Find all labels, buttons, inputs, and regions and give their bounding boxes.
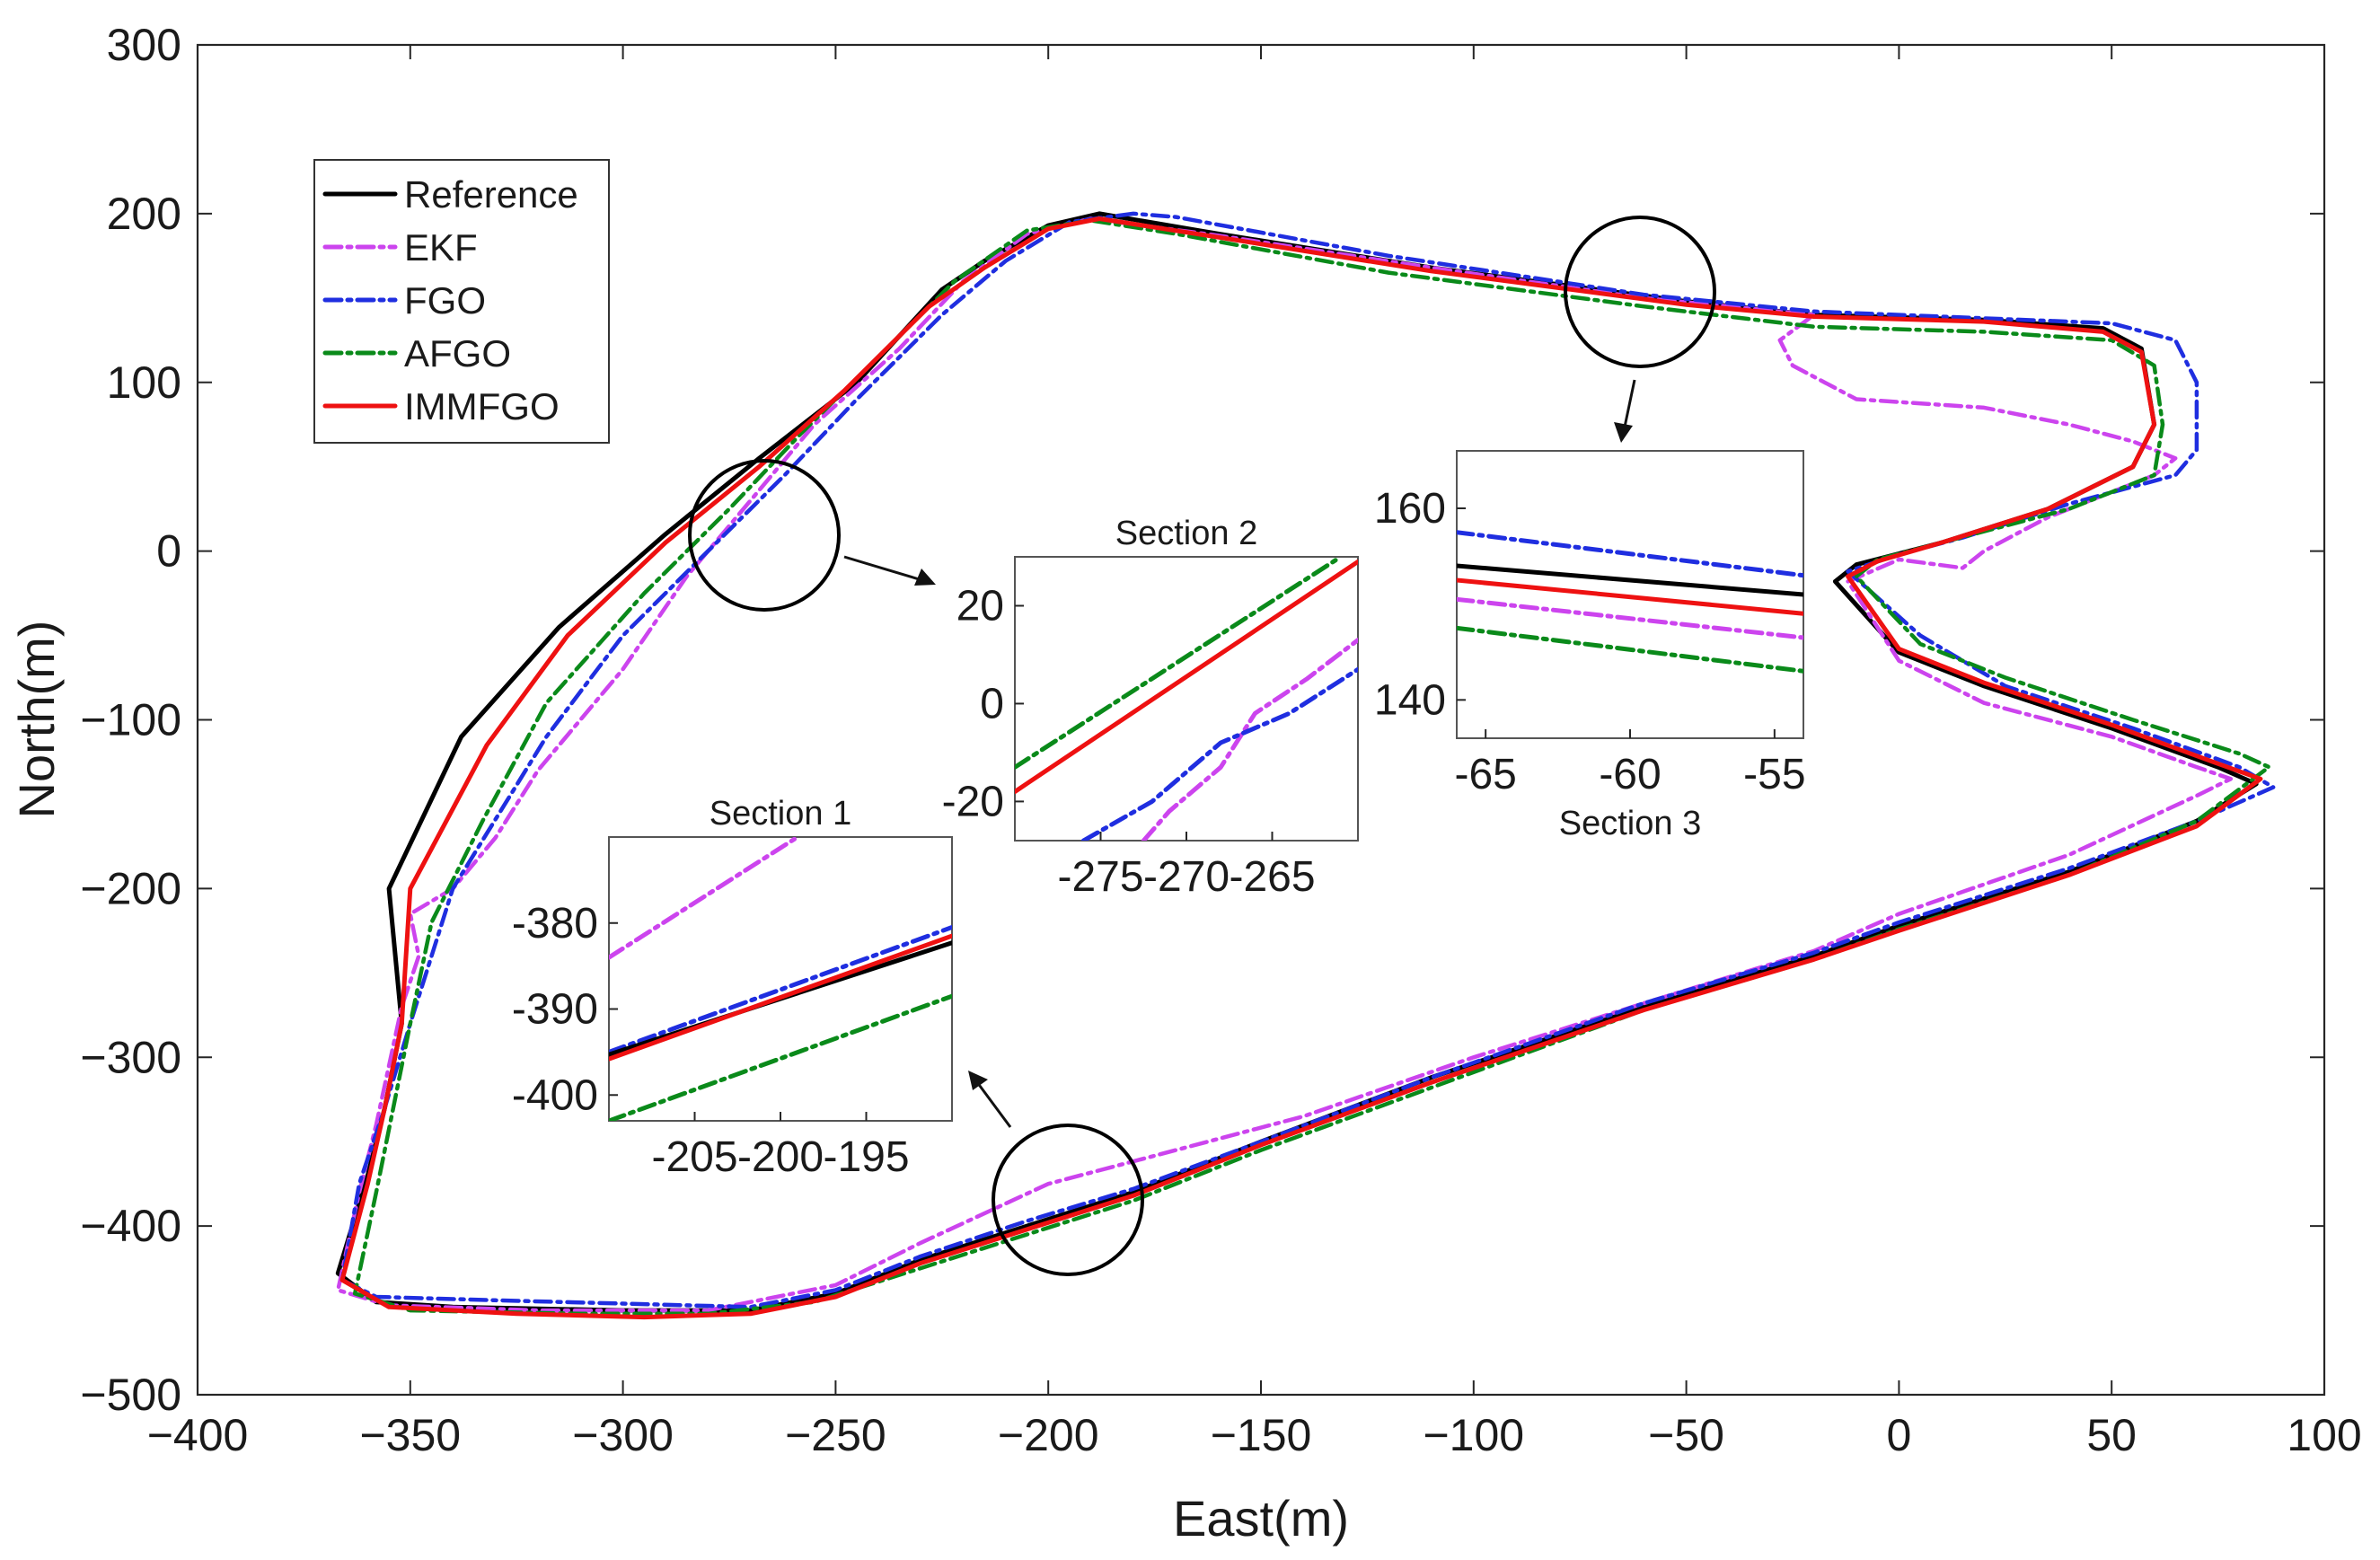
y-tick-label: −500 <box>80 1370 181 1420</box>
inset-x-tick-label: -55 <box>1743 751 1805 798</box>
inset-x-tick-label: -195 <box>823 1133 909 1181</box>
x-tick-label: −150 <box>1211 1410 1312 1460</box>
inset-x-tick-label: -270 <box>1143 853 1230 901</box>
y-tick-label: 100 <box>107 357 181 408</box>
y-tick-label: 0 <box>156 526 181 577</box>
inset-line-afgo <box>609 993 952 1121</box>
y-tick-label: −400 <box>80 1201 181 1251</box>
x-tick-label: −50 <box>1648 1410 1724 1460</box>
x-tick-label: −300 <box>572 1410 674 1460</box>
inset-line-immfgo <box>1015 559 1358 794</box>
inset-x-tick-label: -60 <box>1599 751 1661 798</box>
inset-series <box>609 837 952 1121</box>
inset-y-tick-label: 140 <box>1374 676 1446 724</box>
inset-y-tick-label: 0 <box>980 680 1004 727</box>
x-tick-label: −200 <box>998 1410 1099 1460</box>
inset-line-immfgo <box>609 933 952 1062</box>
inset-title: Section 3 <box>1559 805 1701 842</box>
inset-line-afgo <box>1457 625 1803 674</box>
callouts <box>688 216 1716 1276</box>
y-axis-label: North(m) <box>8 621 65 819</box>
inset-x-tick-label: -265 <box>1229 853 1315 901</box>
x-axis-ticks: −400 −350 −300 −250 −200 −150 −100 −50 0 50 100 <box>147 45 2362 1460</box>
y-tick-label: 300 <box>107 20 181 70</box>
legend-label-reference: Reference <box>404 173 578 216</box>
inset-line-ekf <box>1457 596 1803 640</box>
inset-line-ekf <box>1141 638 1358 841</box>
arrowhead-section-2 <box>914 568 936 586</box>
inset-y-tick-label: -380 <box>512 900 598 947</box>
x-tick-label: 50 <box>2086 1410 2137 1460</box>
inset-line-afgo <box>1015 557 1344 770</box>
inset-section-2: -275 -270 -265 20 0 -20 Section 2 <box>942 515 1359 901</box>
legend-label-fgo: FGO <box>404 279 486 322</box>
inset-x-tick-label: -200 <box>737 1133 824 1181</box>
inset-frame <box>1456 450 1804 739</box>
series-line-immfgo <box>339 216 2263 1320</box>
x-tick-label: −350 <box>359 1410 461 1460</box>
legend-label-ekf: EKF <box>404 226 478 269</box>
inset-line-reference <box>1457 563 1803 597</box>
inset-x-tick-label: -275 <box>1057 853 1143 901</box>
inset-frame <box>1014 556 1359 842</box>
inset-x-tick-label: -65 <box>1454 751 1516 798</box>
inset-line-fgo <box>609 925 952 1054</box>
arrowhead-section-1 <box>968 1071 988 1090</box>
inset-y-tick-label: 160 <box>1374 485 1446 533</box>
inset-line-fgo <box>1457 530 1803 578</box>
arrowhead-section-3 <box>1614 422 1633 443</box>
legend-label-immfgo: IMMFGO <box>404 385 560 427</box>
x-axis-label: East(m) <box>1173 1490 1349 1547</box>
inset-line-fgo <box>1080 666 1358 841</box>
y-tick-label: 200 <box>107 189 181 239</box>
inset-series <box>1457 530 1803 674</box>
series-line-fgo <box>339 211 2276 1309</box>
inset-series <box>1015 557 1358 841</box>
callout-circle-section-2 <box>688 459 841 612</box>
inset-title: Section 1 <box>710 795 851 833</box>
legend-label-afgo: AFGO <box>404 332 511 375</box>
inset-y-tick-label: 20 <box>956 582 1004 630</box>
callout-arrow-section-1 <box>975 1081 1012 1128</box>
inset-y-tick-label: -20 <box>942 778 1004 825</box>
y-tick-label: −300 <box>80 1032 181 1082</box>
inset-y-tick-label: -400 <box>512 1071 598 1119</box>
main-plot-series <box>335 211 2276 1320</box>
callout-arrow-section-3 <box>1622 379 1636 432</box>
inset-line-immfgo <box>1457 577 1803 616</box>
y-tick-label: −100 <box>80 695 181 745</box>
inset-line-ekf <box>609 837 800 960</box>
x-tick-label: 0 <box>1886 1410 1911 1460</box>
inset-section-1: -205 -200 -195 -380 -390 -400 Section 1 <box>512 795 953 1181</box>
inset-title: Section 2 <box>1115 515 1257 552</box>
inset-frame <box>608 836 953 1122</box>
inset-section-3: -65 -60 -55 160 140 Section 3 <box>1374 450 1806 842</box>
legend: Reference EKF FGO AFGO IMMFGO <box>313 159 610 444</box>
x-tick-label: −100 <box>1423 1410 1524 1460</box>
inset-y-tick-label: -390 <box>512 986 598 1034</box>
y-tick-label: −200 <box>80 863 181 913</box>
inset-x-tick-label: -205 <box>651 1133 737 1181</box>
x-tick-label: −250 <box>785 1410 886 1460</box>
callout-circle-section-3 <box>1564 216 1716 368</box>
x-tick-label: −400 <box>147 1410 249 1460</box>
x-tick-label: 100 <box>2287 1410 2361 1460</box>
callout-circle-section-1 <box>992 1124 1144 1276</box>
callout-arrow-section-2 <box>843 555 926 583</box>
